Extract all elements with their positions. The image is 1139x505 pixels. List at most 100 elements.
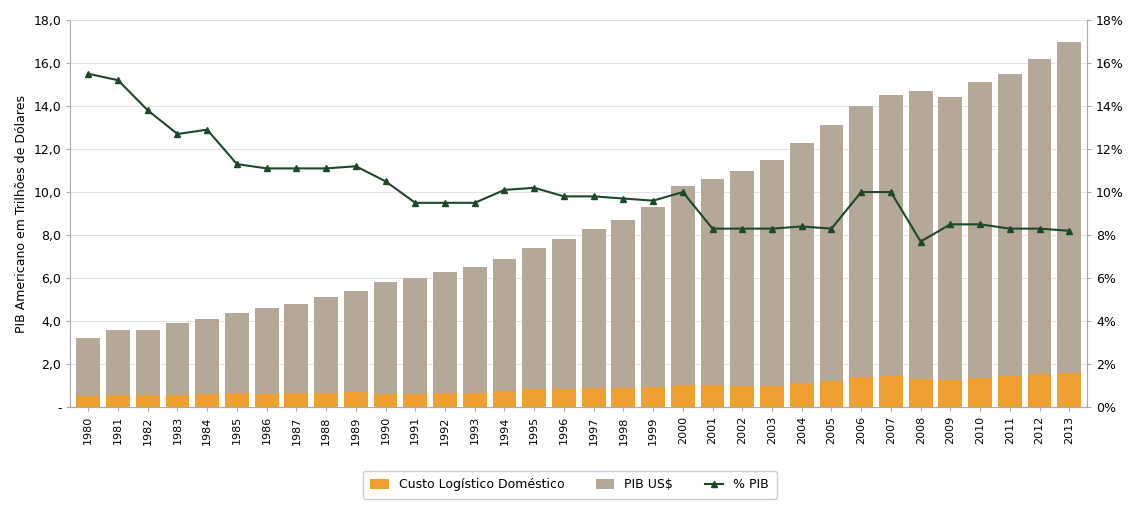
Bar bbox=[939, 97, 962, 380]
Bar bbox=[850, 106, 874, 377]
Bar bbox=[612, 220, 636, 388]
Bar bbox=[136, 395, 159, 407]
% PIB bbox=[854, 189, 868, 195]
Bar bbox=[789, 142, 813, 383]
% PIB bbox=[1003, 226, 1017, 232]
Bar bbox=[344, 392, 368, 407]
% PIB bbox=[439, 200, 452, 206]
Bar bbox=[374, 394, 398, 407]
Bar bbox=[1057, 41, 1081, 373]
Bar bbox=[968, 378, 992, 407]
% PIB bbox=[557, 193, 571, 199]
% PIB bbox=[112, 77, 125, 83]
% PIB bbox=[82, 71, 96, 77]
% PIB bbox=[230, 161, 244, 167]
Bar bbox=[582, 388, 606, 407]
Bar bbox=[909, 379, 933, 407]
Bar bbox=[195, 394, 219, 407]
% PIB bbox=[498, 187, 511, 193]
Bar bbox=[612, 388, 636, 407]
% PIB bbox=[616, 195, 630, 201]
Bar bbox=[879, 95, 903, 376]
Bar bbox=[998, 74, 1022, 376]
Bar bbox=[879, 376, 903, 407]
% PIB bbox=[706, 226, 720, 232]
% PIB bbox=[260, 165, 273, 171]
Bar bbox=[403, 394, 427, 407]
% PIB bbox=[884, 189, 898, 195]
Bar bbox=[492, 391, 516, 407]
% PIB bbox=[171, 131, 185, 137]
% PIB bbox=[795, 223, 809, 229]
Bar bbox=[552, 389, 576, 407]
Bar bbox=[226, 393, 248, 407]
% PIB bbox=[943, 221, 957, 227]
Bar bbox=[344, 291, 368, 392]
% PIB bbox=[527, 185, 541, 191]
Bar bbox=[226, 313, 248, 393]
Bar bbox=[314, 393, 338, 407]
Bar bbox=[641, 207, 665, 387]
Bar bbox=[789, 383, 813, 407]
Bar bbox=[523, 389, 546, 407]
% PIB bbox=[319, 165, 333, 171]
% PIB bbox=[141, 107, 155, 113]
% PIB bbox=[409, 200, 423, 206]
Bar bbox=[998, 376, 1022, 407]
Bar bbox=[255, 308, 279, 394]
% PIB bbox=[1033, 226, 1047, 232]
Bar bbox=[195, 319, 219, 394]
Bar bbox=[106, 395, 130, 407]
Bar bbox=[255, 394, 279, 407]
Line: % PIB: % PIB bbox=[85, 71, 1072, 244]
Bar bbox=[433, 272, 457, 393]
Bar bbox=[106, 330, 130, 395]
Bar bbox=[700, 179, 724, 385]
Bar bbox=[760, 386, 784, 407]
% PIB bbox=[675, 189, 689, 195]
Bar bbox=[76, 396, 100, 407]
Bar bbox=[850, 377, 874, 407]
Bar bbox=[909, 91, 933, 379]
Bar bbox=[552, 239, 576, 389]
Bar bbox=[820, 381, 843, 407]
Bar bbox=[374, 282, 398, 394]
Bar bbox=[1027, 59, 1051, 374]
Bar bbox=[820, 125, 843, 381]
Bar bbox=[403, 278, 427, 394]
Y-axis label: PIB Americano em Trilhões de Dólares: PIB Americano em Trilhões de Dólares bbox=[15, 94, 28, 333]
Bar bbox=[76, 338, 100, 396]
Bar bbox=[939, 380, 962, 407]
% PIB bbox=[646, 197, 659, 204]
% PIB bbox=[349, 163, 362, 169]
% PIB bbox=[973, 221, 986, 227]
Bar bbox=[671, 186, 695, 385]
Bar bbox=[671, 385, 695, 407]
% PIB bbox=[587, 193, 600, 199]
% PIB bbox=[765, 226, 779, 232]
Bar bbox=[700, 385, 724, 407]
Bar bbox=[433, 393, 457, 407]
Bar bbox=[165, 323, 189, 395]
% PIB bbox=[468, 200, 482, 206]
Bar bbox=[462, 267, 486, 392]
% PIB bbox=[913, 238, 927, 244]
Bar bbox=[314, 297, 338, 393]
% PIB bbox=[1063, 228, 1076, 234]
Bar bbox=[760, 160, 784, 386]
% PIB bbox=[200, 127, 214, 133]
Bar bbox=[285, 304, 309, 393]
Bar bbox=[523, 248, 546, 389]
Bar bbox=[492, 259, 516, 391]
Legend: Custo Logístico Doméstico, PIB US$, % PIB: Custo Logístico Doméstico, PIB US$, % PI… bbox=[362, 471, 777, 499]
% PIB bbox=[825, 226, 838, 232]
Bar bbox=[968, 82, 992, 378]
Bar bbox=[165, 395, 189, 407]
Bar bbox=[462, 392, 486, 407]
% PIB bbox=[736, 226, 749, 232]
Bar bbox=[285, 393, 309, 407]
% PIB bbox=[379, 178, 393, 184]
Bar bbox=[730, 386, 754, 407]
Bar bbox=[136, 330, 159, 395]
% PIB bbox=[289, 165, 303, 171]
